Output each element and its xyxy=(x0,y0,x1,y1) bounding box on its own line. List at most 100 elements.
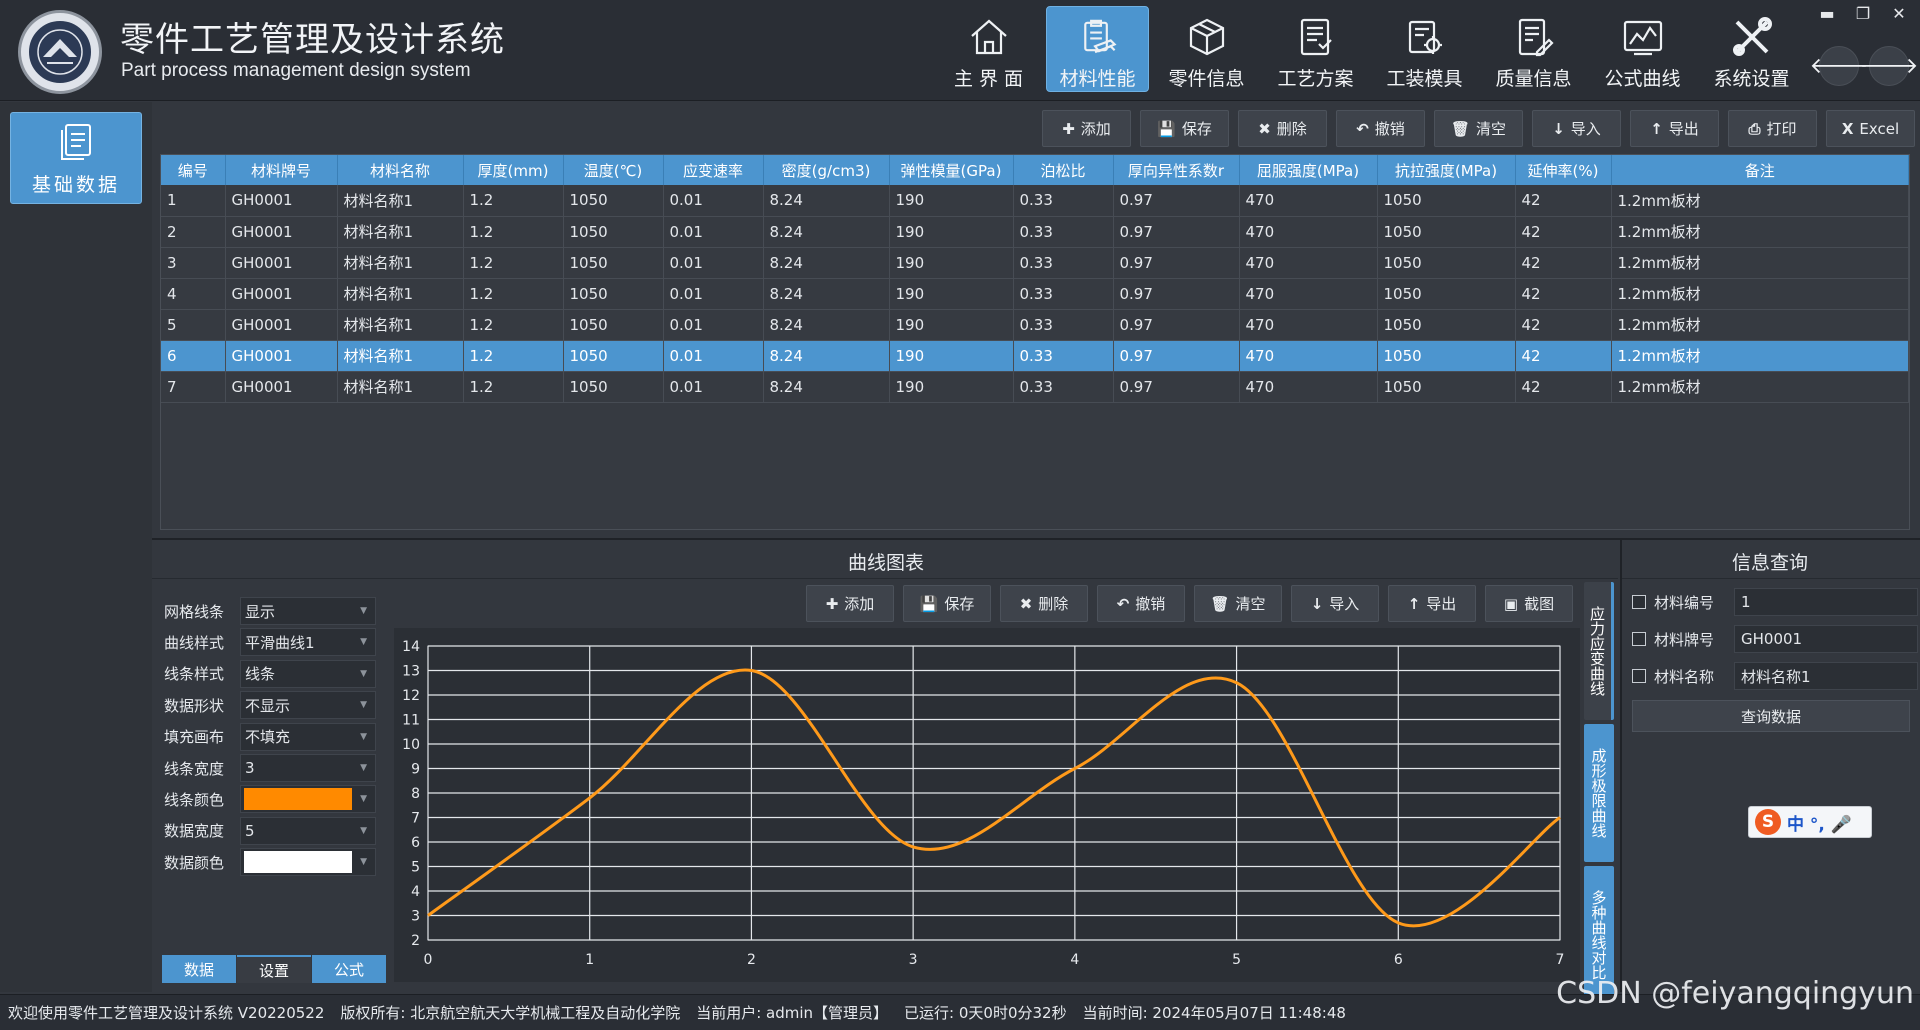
table-cell[interactable]: 0.33 xyxy=(1013,278,1114,310)
table-cell[interactable]: 42 xyxy=(1515,216,1612,248)
tab-2[interactable]: 公式 xyxy=(312,955,386,983)
column-header[interactable]: 材料名称 xyxy=(337,155,464,185)
column-header[interactable]: 屈服强度(MPa) xyxy=(1239,155,1378,185)
table-cell[interactable]: 1050 xyxy=(563,278,664,310)
column-header[interactable]: 应变速率 xyxy=(663,155,764,185)
nav-process-plan[interactable]: 工艺方案 xyxy=(1264,6,1367,92)
table-cell[interactable]: 7 xyxy=(161,371,226,403)
table-cell[interactable]: 0.97 xyxy=(1113,340,1240,372)
table-cell[interactable]: 材料名称1 xyxy=(337,247,464,279)
table-cell[interactable]: 42 xyxy=(1515,309,1612,341)
query-input[interactable]: 1 xyxy=(1734,588,1918,616)
query-checkbox[interactable] xyxy=(1632,632,1646,646)
table-cell[interactable]: 1050 xyxy=(563,247,664,279)
setting-select[interactable]: ▼ xyxy=(240,785,376,814)
table-cell[interactable]: 1.2 xyxy=(463,185,564,217)
setting-select[interactable]: ▼ xyxy=(240,848,376,877)
table-cell[interactable]: 0.97 xyxy=(1113,309,1240,341)
table-cell[interactable]: 1.2 xyxy=(463,340,564,372)
table-cell[interactable]: 0.01 xyxy=(663,340,764,372)
table-cell[interactable]: 1.2mm板材 xyxy=(1611,216,1909,248)
table-cell[interactable]: 1.2mm板材 xyxy=(1611,371,1909,403)
table-cell[interactable]: 8.24 xyxy=(763,278,890,310)
print-button[interactable]: ⎙ 打印 xyxy=(1728,110,1817,147)
table-cell[interactable]: GH0001 xyxy=(225,216,338,248)
table-cell[interactable]: 材料名称1 xyxy=(337,371,464,403)
table-cell[interactable]: 1.2 xyxy=(463,216,564,248)
table-cell[interactable]: 1050 xyxy=(1377,309,1516,341)
table-cell[interactable]: 1 xyxy=(161,185,226,217)
undo-button[interactable]: ↶ 撤销 xyxy=(1336,110,1425,147)
excel-button[interactable]: X Excel xyxy=(1826,110,1915,147)
export-button[interactable]: ↑ 导出 xyxy=(1630,110,1719,147)
table-cell[interactable]: 1.2 xyxy=(463,278,564,310)
nav-system-settings[interactable]: 系统设置 xyxy=(1700,6,1803,92)
table-cell[interactable]: 4 xyxy=(161,278,226,310)
table-cell[interactable]: 0.33 xyxy=(1013,185,1114,217)
table-cell[interactable]: GH0001 xyxy=(225,278,338,310)
table-cell[interactable]: 190 xyxy=(889,247,1014,279)
save-button[interactable]: 💾 保存 xyxy=(1140,110,1229,147)
table-cell[interactable]: 1.2 xyxy=(463,309,564,341)
table-cell[interactable]: 材料名称1 xyxy=(337,216,464,248)
column-header[interactable]: 备注 xyxy=(1611,155,1909,185)
table-cell[interactable]: 0.97 xyxy=(1113,185,1240,217)
setting-select[interactable]: 不填充 ▼ xyxy=(240,722,376,751)
table-cell[interactable]: 1050 xyxy=(563,309,664,341)
column-header[interactable]: 温度(℃) xyxy=(563,155,664,185)
table-cell[interactable]: 1050 xyxy=(1377,278,1516,310)
table-cell[interactable]: 190 xyxy=(889,216,1014,248)
table-cell[interactable]: 0.01 xyxy=(663,216,764,248)
screenshot-button[interactable]: ▣ 截图 xyxy=(1485,585,1573,622)
table-cell[interactable]: 470 xyxy=(1239,216,1378,248)
table-row[interactable]: 4 GH0001 材料名称1 1.2 1050 0.01 8.24 190 0.33 0.97 47… xyxy=(161,278,1909,310)
chart-type-tab[interactable]: 多种曲线对比 xyxy=(1584,866,1614,1004)
table-cell[interactable]: 190 xyxy=(889,340,1014,372)
table-cell[interactable]: 1050 xyxy=(563,185,664,217)
table-cell[interactable]: GH0001 xyxy=(225,371,338,403)
table-cell[interactable]: 190 xyxy=(889,185,1014,217)
table-cell[interactable]: 8.24 xyxy=(763,371,890,403)
table-cell[interactable]: 42 xyxy=(1515,278,1612,310)
setting-select[interactable]: 3 ▼ xyxy=(240,754,376,782)
table-cell[interactable]: 42 xyxy=(1515,247,1612,279)
column-header[interactable]: 弹性模量(GPa) xyxy=(889,155,1014,185)
table-cell[interactable]: 0.01 xyxy=(663,185,764,217)
plus-button[interactable]: ✚ 添加 xyxy=(1042,110,1131,147)
table-cell[interactable]: 0.01 xyxy=(663,247,764,279)
column-header[interactable]: 厚向异性系数r xyxy=(1113,155,1240,185)
table-row[interactable]: 2 GH0001 材料名称1 1.2 1050 0.01 8.24 190 0.33 0.97 47… xyxy=(161,216,1909,248)
table-cell[interactable]: 1.2mm板材 xyxy=(1611,185,1909,217)
undo-button[interactable]: ↶ 撤销 xyxy=(1097,585,1185,622)
table-cell[interactable]: GH0001 xyxy=(225,247,338,279)
close-button[interactable]: ✕ xyxy=(1888,4,1910,23)
table-cell[interactable]: 8.24 xyxy=(763,247,890,279)
table-cell[interactable]: 0.33 xyxy=(1013,371,1114,403)
table-cell[interactable]: 190 xyxy=(889,309,1014,341)
table-cell[interactable]: 1050 xyxy=(563,371,664,403)
table-cell[interactable]: 1050 xyxy=(1377,216,1516,248)
table-cell[interactable]: 0.01 xyxy=(663,278,764,310)
setting-select[interactable]: 线条 ▼ xyxy=(240,659,376,688)
table-cell[interactable]: 8.24 xyxy=(763,216,890,248)
table-cell[interactable]: 2 xyxy=(161,216,226,248)
query-checkbox[interactable] xyxy=(1632,595,1646,609)
table-cell[interactable]: 470 xyxy=(1239,340,1378,372)
plus-button[interactable]: ✚ 添加 xyxy=(806,585,894,622)
table-cell[interactable]: GH0001 xyxy=(225,309,338,341)
table-cell[interactable]: 0.01 xyxy=(663,371,764,403)
table-row[interactable]: 6 GH0001 材料名称1 1.2 1050 0.01 8.24 190 0.33 0.97 47… xyxy=(161,340,1909,372)
table-cell[interactable]: 1050 xyxy=(563,216,664,248)
table-cell[interactable]: 0.97 xyxy=(1113,278,1240,310)
nav-home[interactable]: 主 界 面 xyxy=(937,6,1040,92)
table-cell[interactable]: 1050 xyxy=(1377,340,1516,372)
restore-button[interactable]: ❐ xyxy=(1852,4,1874,23)
column-header[interactable]: 泊松比 xyxy=(1013,155,1114,185)
table-cell[interactable]: GH0001 xyxy=(225,185,338,217)
setting-select[interactable]: 平滑曲线1 ▼ xyxy=(240,628,376,657)
table-row[interactable]: 1 GH0001 材料名称1 1.2 1050 0.01 8.24 190 0.33 0.97 47… xyxy=(161,185,1909,217)
query-input[interactable]: 材料名称1 xyxy=(1734,662,1918,690)
column-header[interactable]: 延伸率(%) xyxy=(1515,155,1612,185)
import-button[interactable]: ↓ 导入 xyxy=(1291,585,1379,622)
back-button[interactable]: 🡐 xyxy=(1810,46,1869,86)
